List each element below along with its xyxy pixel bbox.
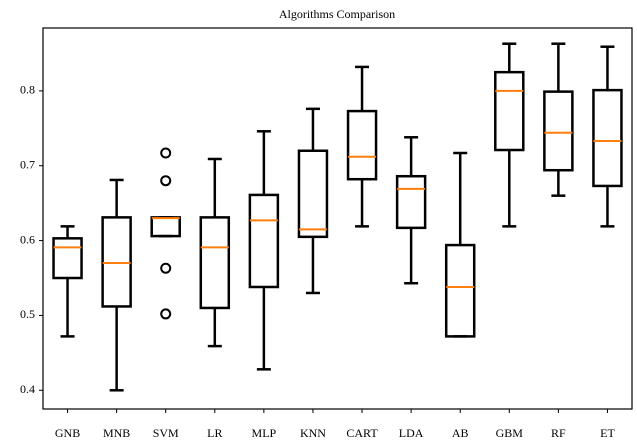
plot-frame: [42, 27, 633, 410]
box: [395, 174, 427, 230]
x-tick-label: RF: [551, 426, 566, 440]
box: [543, 90, 574, 172]
box: [297, 149, 329, 239]
x-tick-label: LDA: [399, 426, 424, 440]
box: [101, 216, 132, 308]
x-tick-label: AB: [452, 426, 469, 440]
y-tick-label: 0.4: [20, 382, 35, 396]
x-tick-label: GNB: [55, 426, 80, 440]
x-tick-label: MNB: [103, 426, 130, 440]
x-tick-label: CART: [346, 426, 378, 440]
box: [150, 216, 181, 238]
chart-title: Algorithms Comparison: [279, 7, 395, 21]
outlier: [160, 147, 172, 159]
box: [592, 88, 623, 188]
outlier: [160, 262, 172, 274]
x-tick-label: LR: [207, 426, 222, 440]
outlier: [160, 175, 172, 187]
box: [199, 216, 231, 310]
y-tick-label: 0.6: [20, 232, 35, 246]
y-tick-label: 0.7: [20, 157, 35, 171]
x-tick-label: GBM: [496, 426, 524, 440]
box: [346, 109, 378, 181]
box: [494, 70, 525, 152]
outlier: [160, 308, 172, 320]
y-tick-label: 0.5: [20, 307, 35, 321]
x-tick-label: ET: [600, 426, 615, 440]
x-tick-label: SVM: [153, 426, 179, 440]
box: [52, 237, 83, 280]
y-tick-label: 0.8: [20, 83, 35, 97]
x-tick-label: MLP: [252, 426, 277, 440]
x-tick-label: KNN: [300, 426, 326, 440]
box: [248, 193, 280, 289]
box: [444, 243, 476, 338]
